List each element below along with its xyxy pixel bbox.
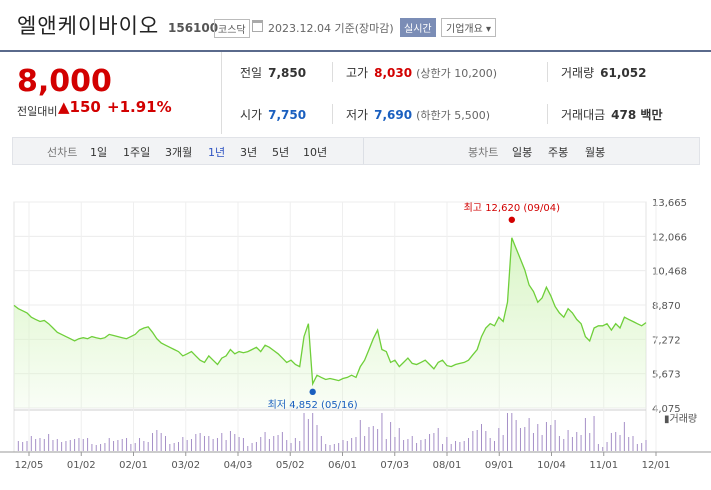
stock-header: 엘앤케이바이오 156100 코스닥 2023.12.04 기준(장마감) 실시… [0,0,711,52]
period-5y[interactable]: 5년 [272,146,290,159]
realtime-button[interactable]: 실시간 [400,18,436,37]
candle-weekly[interactable]: 주봉 [548,146,569,159]
max-label: 최고 12,620 (09/04) [464,202,560,214]
min-label: 최저 4,852 (05/16) [268,399,358,411]
period-1w[interactable]: 1주일 [123,146,151,159]
min-point-marker [309,388,316,396]
period-bar: 선차트 1일 1주일 3개월 1년 3년 5년 10년 봉차트 일봉 주봉 월봉 [12,137,700,165]
line-chart-label: 선차트 [47,146,78,159]
stat-volume: 거래량 61,052 [561,66,647,80]
stat-amount: 거래대금 478 백만 [561,108,663,122]
x-tick-label: 07/03 [380,460,409,471]
x-tick-label: 10/04 [537,460,566,471]
y-tick-label: 13,665 [652,198,687,209]
candle-daily[interactable]: 일봉 [512,146,533,159]
company-info-dropdown[interactable]: 기업개요 ▾ [441,18,496,37]
base-date: 2023.12.04 기준(장마감) [268,22,394,35]
x-tick-label: 12/05 [15,460,44,471]
stat-high: 고가 8,030 (상한가 10,200) [346,66,497,80]
calendar-icon [252,20,263,32]
price-change: ▲150 [58,98,101,116]
stat-open: 시가 7,750 [240,108,307,122]
x-tick-label: 01/02 [67,460,96,471]
price-line [13,237,647,387]
max-point-marker [508,216,516,223]
x-tick-label: 06/01 [328,460,357,471]
period-1d[interactable]: 1일 [90,146,108,159]
x-tick-label: 02/01 [119,460,148,471]
change-label: 전일대비 [17,105,58,118]
stock-code: 156100 [168,21,219,35]
y-tick-label: 4,075 [652,404,681,415]
price-chart: 13,665 12,066 10,468 8,870 7,272 5,673 4,075 12… [0,198,711,471]
y-tick-label: 10,468 [652,267,687,278]
y-tick-label: 8,870 [652,301,681,312]
volume-label: ▮거래량 [664,413,697,425]
x-tick-label: 08/01 [433,460,462,471]
x-tick-label: 05/02 [276,460,305,471]
y-tick-label: 12,066 [652,232,687,243]
stat-prev: 전일 7,850 [240,66,307,80]
stock-name: 엘앤케이바이오 [17,14,160,38]
market-badge: 코스닥 [214,19,250,38]
price-panel: 8,000 전일대비 ▲150 +1.91% [0,52,222,134]
y-tick-label: 7,272 [652,335,681,346]
x-tick-label: 12/01 [642,460,671,471]
stats-panel: 전일 7,850 고가 8,030 (상한가 10,200) 거래량 61,052 시가… [222,52,711,134]
candle-chart-label: 봉차트 [468,146,499,159]
period-1y[interactable]: 1년 [208,146,226,159]
price-area [14,237,646,408]
stat-low: 저가 7,690 (하한가 5,500) [346,108,490,122]
period-10y[interactable]: 10년 [303,146,328,159]
period-3y[interactable]: 3년 [240,146,258,159]
period-3m[interactable]: 3개월 [165,146,193,159]
x-tick-label: 04/03 [224,460,253,471]
x-tick-label: 09/01 [485,460,514,471]
x-tick-label: 03/02 [171,460,200,471]
x-tick-label: 11/01 [589,460,618,471]
current-price: 8,000 [17,64,112,99]
price-change-percent: +1.91% [107,98,172,116]
candle-monthly[interactable]: 월봉 [585,146,606,159]
y-tick-label: 5,673 [652,370,681,381]
